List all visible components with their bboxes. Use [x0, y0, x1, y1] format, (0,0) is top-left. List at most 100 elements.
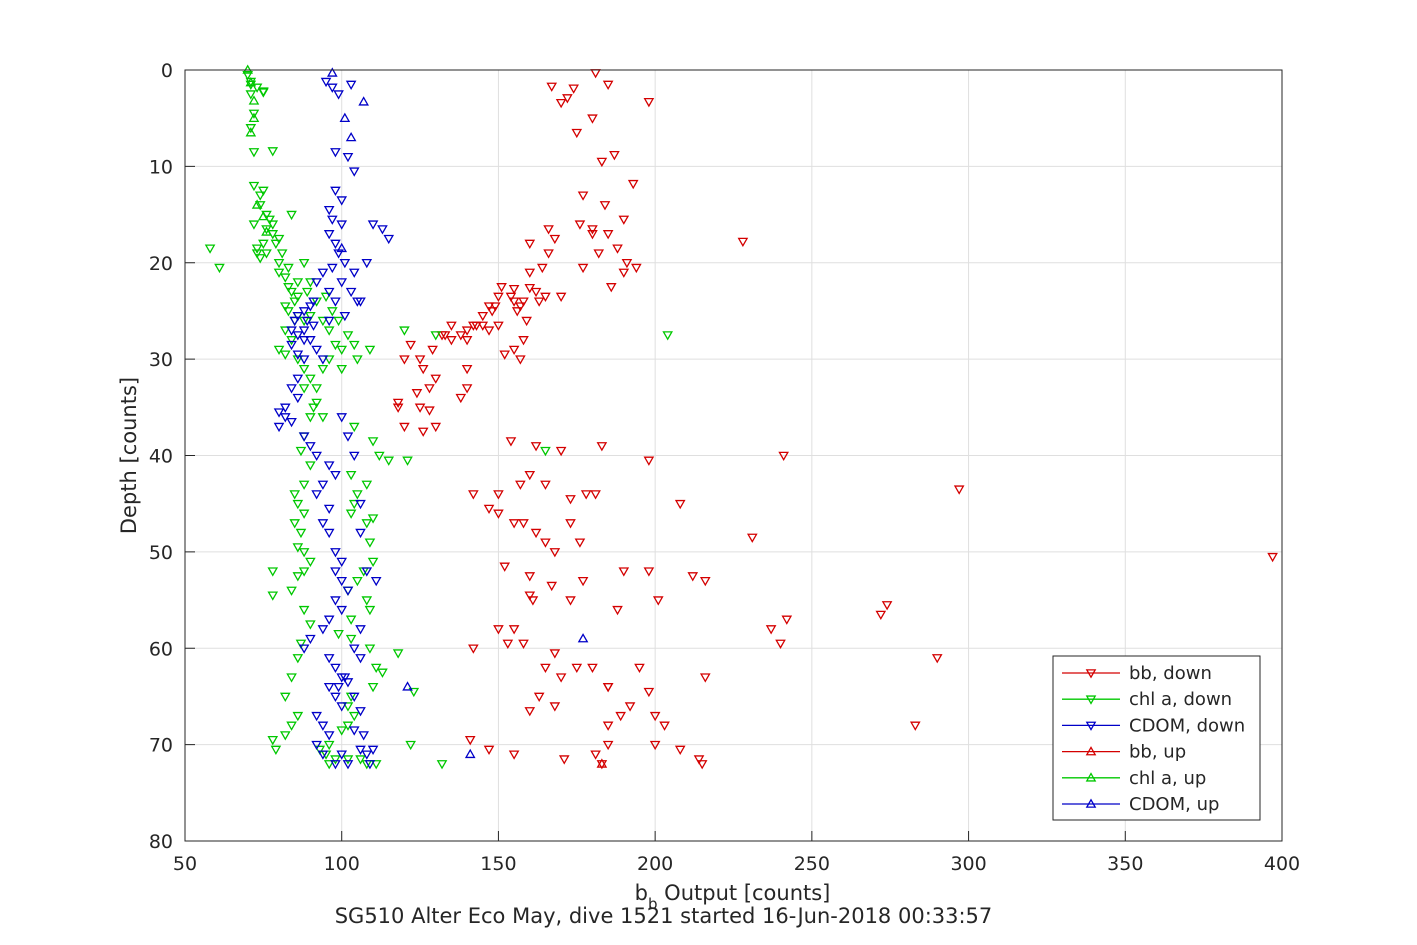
data-point	[245, 80, 257, 90]
data-point	[383, 456, 395, 466]
data-point	[317, 316, 329, 327]
data-point	[530, 442, 542, 452]
data-point	[311, 451, 322, 462]
data-point	[565, 596, 576, 606]
data-point	[301, 316, 313, 327]
data-point	[348, 499, 360, 510]
data-point	[524, 268, 536, 278]
data-point	[339, 673, 351, 683]
data-point	[245, 127, 257, 137]
data-point	[370, 663, 382, 674]
data-point	[461, 364, 473, 375]
data-point	[308, 321, 319, 331]
data-point	[558, 755, 570, 765]
data-point	[336, 557, 348, 568]
data-point	[339, 112, 351, 122]
data-point	[267, 567, 279, 577]
data-point	[292, 331, 304, 341]
data-point	[342, 331, 354, 341]
data-point	[618, 268, 630, 278]
data-point	[326, 263, 338, 274]
data-point	[345, 634, 357, 645]
data-point	[483, 326, 495, 336]
legend-item: chl a, up	[1062, 768, 1206, 789]
data-point	[342, 721, 354, 731]
data-point	[621, 258, 633, 269]
data-point	[549, 649, 561, 659]
data-point	[254, 191, 266, 201]
data-point	[345, 470, 357, 481]
data-point	[486, 307, 498, 317]
data-point	[765, 625, 777, 635]
chart-caption: SG510 Alter Eco May, dive 1521 started 1…	[335, 904, 993, 928]
data-point	[515, 355, 526, 365]
data-point	[330, 239, 341, 249]
data-point	[392, 403, 404, 413]
data-point	[258, 210, 269, 221]
x-tick-label: 250	[794, 853, 830, 875]
data-point	[339, 311, 351, 322]
data-point	[424, 406, 435, 416]
data-point	[286, 336, 297, 346]
data-point	[305, 620, 316, 630]
data-point	[499, 562, 511, 572]
data-point	[279, 403, 291, 413]
data-point	[602, 740, 614, 751]
data-point	[305, 311, 316, 322]
data-point	[345, 509, 357, 519]
data-point	[305, 302, 316, 312]
x-tick-label: 100	[324, 853, 360, 875]
data-point	[468, 490, 479, 500]
data-point	[323, 355, 335, 365]
data-point	[336, 576, 348, 587]
data-point	[286, 721, 297, 731]
data-point	[631, 263, 642, 274]
data-point	[292, 543, 304, 553]
x-tick-label: 200	[637, 853, 673, 875]
data-point	[364, 345, 376, 355]
data-point	[508, 284, 520, 295]
data-point	[555, 292, 567, 302]
data-point	[273, 408, 285, 418]
data-point	[248, 220, 260, 230]
data-point	[317, 750, 329, 760]
data-point	[348, 167, 360, 177]
data-point	[649, 711, 661, 722]
data-point	[524, 591, 536, 601]
data-point	[489, 302, 501, 312]
data-point	[305, 461, 316, 471]
data-point	[323, 205, 335, 216]
data-point	[524, 239, 536, 249]
data-point	[590, 750, 601, 760]
data-point	[493, 321, 504, 331]
data-point	[577, 191, 589, 201]
data-point	[461, 336, 473, 346]
data-point	[931, 654, 943, 664]
legend-label: bb, up	[1129, 742, 1186, 763]
x-tick-label: 150	[480, 853, 516, 875]
data-point	[518, 519, 529, 529]
data-point	[336, 242, 348, 253]
data-point	[336, 413, 348, 423]
data-point	[298, 432, 310, 442]
data-point	[571, 128, 583, 139]
data-point	[348, 268, 360, 278]
data-point	[540, 446, 551, 457]
data-point	[571, 663, 583, 674]
data-point	[317, 480, 329, 490]
data-point	[355, 755, 366, 765]
data-point	[355, 499, 366, 510]
data-point	[417, 364, 429, 375]
data-point	[345, 80, 357, 90]
data-point	[427, 345, 438, 355]
data-point	[527, 596, 539, 606]
data-point	[267, 220, 279, 230]
data-point	[336, 196, 348, 206]
legend-label: bb, down	[1129, 663, 1212, 684]
data-point	[323, 683, 335, 693]
data-point	[330, 663, 341, 674]
data-point	[330, 692, 341, 702]
data-point	[533, 297, 545, 307]
data-point	[330, 596, 341, 606]
data-point	[674, 499, 686, 510]
